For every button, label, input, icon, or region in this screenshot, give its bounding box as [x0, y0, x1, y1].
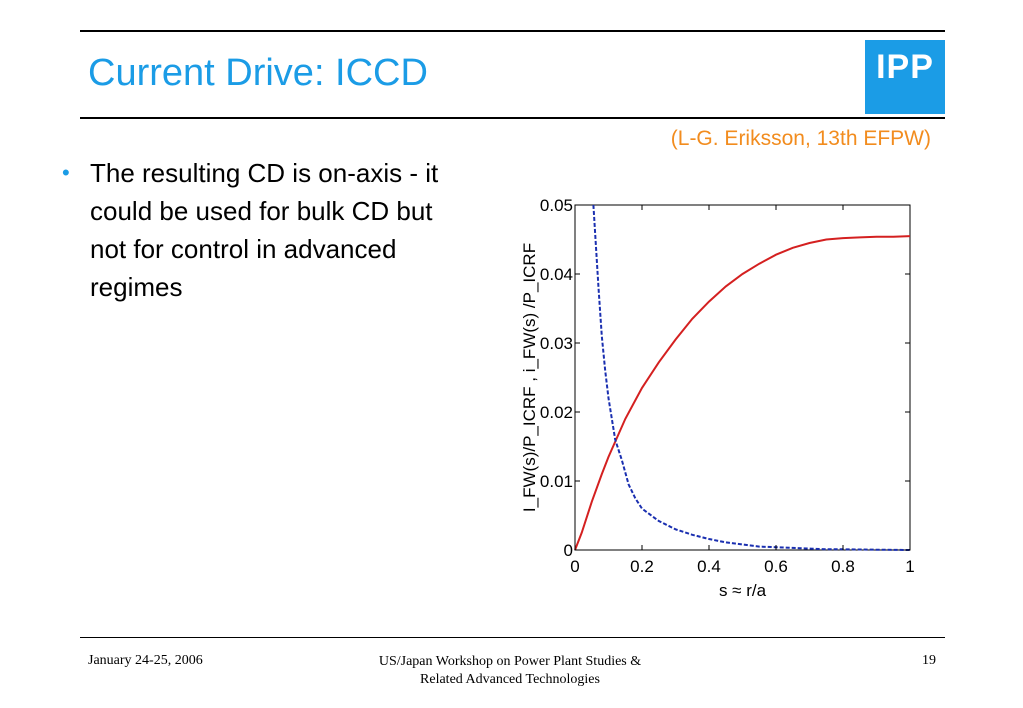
ipp-logo: IPP — [865, 40, 945, 114]
footer-rule — [80, 637, 945, 638]
x-tick-label: 0.8 — [831, 557, 855, 576]
citation: (L-G. Eriksson, 13th EFPW) — [670, 127, 931, 150]
footer-date: January 24-25, 2006 — [88, 653, 203, 668]
title-top-rule — [80, 30, 945, 32]
x-axis-label: s ≈ r/a — [719, 581, 767, 600]
y-tick-label: 0.02 — [540, 403, 573, 422]
footer-workshop-line1: US/Japan Workshop on Power Plant Studies… — [378, 654, 642, 669]
footer-workshop: US/Japan Workshop on Power Plant Studies… — [330, 653, 690, 689]
series-line-dashed — [592, 204, 911, 551]
footer-workshop-line2: Related Advanced Technologies — [420, 672, 600, 687]
current-drive-chart: 0 0.2 0.4 0.6 0.8 1 0 0.01 0.02 0.03 0.04 0.05 s ≈ r… — [520, 196, 915, 600]
y-axis-label: I_FW(s)/P_ICRF , i_FW(s) /P_ICRF — [520, 243, 539, 512]
y-tick-label: 0.01 — [540, 472, 573, 491]
y-tick-label: 0.03 — [540, 334, 573, 353]
x-tick-label: 0.2 — [630, 557, 654, 576]
bullet-dot-icon: • — [62, 160, 70, 185]
slide-title: Current Drive: ICCD — [88, 52, 428, 94]
plot-frame — [574, 204, 911, 551]
x-tick-label: 0.4 — [697, 557, 721, 576]
series-line-solid — [574, 235, 911, 551]
logo-text: IPP — [876, 48, 934, 86]
footer-page-number: 19 — [922, 653, 936, 668]
title-bottom-rule — [80, 117, 945, 119]
y-tick-label: 0.05 — [540, 196, 573, 215]
y-tick-label: 0.04 — [540, 265, 573, 284]
x-tick-label: 0 — [570, 557, 579, 576]
x-tick-label: 0.6 — [764, 557, 788, 576]
y-tick-label: 0 — [564, 541, 573, 560]
x-tick-label: 1 — [905, 557, 914, 576]
bullet-text: The resulting CD is on-axis - it could b… — [90, 158, 439, 302]
